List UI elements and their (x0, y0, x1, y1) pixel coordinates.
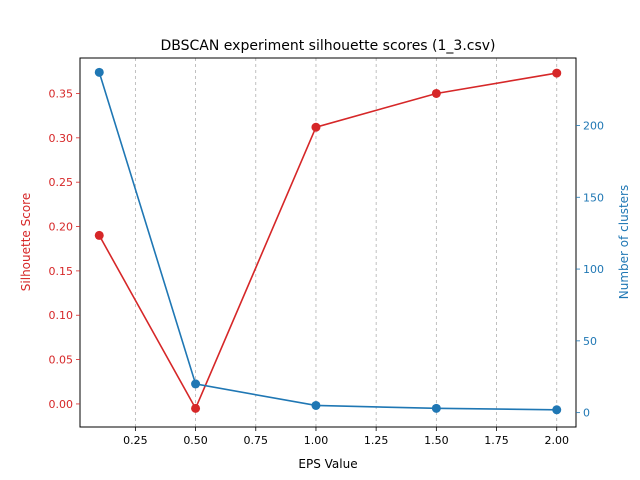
x-tick-label: 1.25 (364, 434, 389, 447)
y-axis-left-label: Silhouette Score (19, 193, 33, 291)
x-tick-label: 1.00 (304, 434, 329, 447)
y-left-tick-label: 0.25 (49, 176, 74, 189)
y-left-tick-label: 0.15 (49, 265, 74, 278)
y-left-tick-label: 0.20 (49, 221, 74, 234)
x-tick-label: 1.50 (424, 434, 449, 447)
x-tick-label: 1.75 (484, 434, 509, 447)
y-left-tick-label: 0.30 (49, 132, 74, 145)
series-layer (94, 67, 562, 415)
y-left-tick-label: 0.00 (49, 398, 74, 411)
y-axis-right: 0 50 100 150 200 (576, 119, 604, 420)
series-2-point (94, 67, 104, 77)
series-2-point (552, 405, 562, 415)
series-1-line (98, 72, 557, 411)
y-left-tick-label: 0.35 (49, 87, 74, 100)
chart-title: DBSCAN experiment silhouette scores (1_3… (160, 38, 495, 54)
y-right-tick-label: 50 (583, 335, 597, 348)
x-tick-label: 0.25 (123, 434, 148, 447)
y-right-tick-label: 150 (583, 191, 604, 204)
series-2-point (311, 400, 321, 410)
y-axis-left: 0.00 0.05 0.10 0.15 0.20 0.25 0.30 0.35 (49, 87, 80, 411)
y-axis-right-label: Number of clusters (617, 185, 631, 299)
y-right-tick-label: 0 (583, 407, 590, 420)
y-right-tick-label: 200 (583, 119, 604, 132)
x-tick-label: 0.75 (244, 434, 269, 447)
y-right-tick-label: 100 (583, 263, 604, 276)
x-tick-label: 0.50 (183, 434, 208, 447)
plot-frame (79, 57, 577, 428)
series-1-point (94, 230, 104, 240)
x-axis-label: EPS Value (298, 457, 357, 471)
x-axis: 0.25 0.50 0.75 1.00 1.25 1.50 1.75 2.00 (123, 427, 569, 447)
series-1-point (552, 68, 562, 78)
series-1-point (311, 122, 321, 132)
series-1-point (191, 403, 201, 413)
series-1-point (431, 88, 441, 98)
series-2-point (191, 379, 201, 389)
y-left-tick-label: 0.05 (49, 354, 74, 367)
vertical-grid (134, 58, 558, 427)
y-left-tick-label: 0.10 (49, 309, 74, 322)
series-2-point (431, 403, 441, 413)
x-tick-label: 2.00 (544, 434, 569, 447)
